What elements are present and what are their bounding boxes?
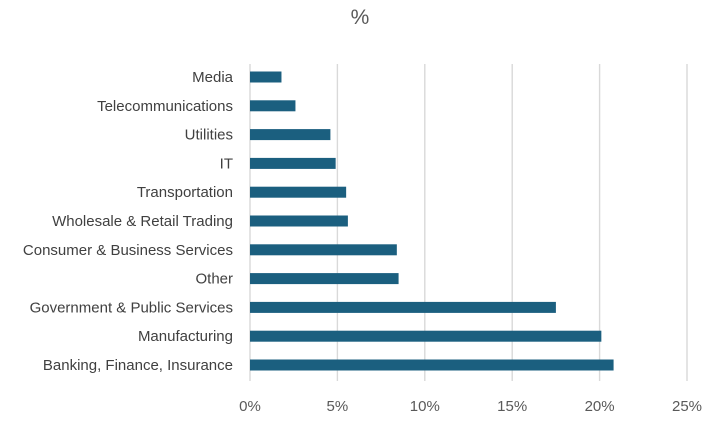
- category-label: Transportation: [137, 184, 233, 201]
- category-label: Other: [195, 271, 233, 288]
- bar: [250, 129, 331, 141]
- x-tick-label: 10%: [410, 398, 440, 415]
- category-label: Government & Public Services: [30, 299, 233, 316]
- category-label: Manufacturing: [138, 328, 233, 345]
- category-label: IT: [220, 155, 233, 172]
- category-label: Media: [192, 69, 234, 86]
- bar: [250, 215, 348, 227]
- x-axis-tick-labels: 0% 5% 10% 15% 20% 25%: [239, 398, 702, 415]
- x-tick-label: 5%: [327, 398, 349, 415]
- bar: [250, 273, 399, 285]
- bar: [250, 301, 556, 313]
- category-label: Utilities: [185, 127, 233, 144]
- bar: [250, 100, 296, 112]
- chart-title: %: [350, 6, 370, 29]
- category-labels: Media Telecommunications Utilities IT Transp…: [23, 69, 234, 374]
- category-label: Wholesale & Retail Trading: [52, 213, 233, 230]
- bar: [250, 359, 614, 371]
- x-tick-label: 15%: [497, 398, 527, 415]
- x-tick-label: 0%: [239, 398, 261, 415]
- bar: [250, 157, 336, 169]
- category-label: Consumer & Business Services: [23, 242, 233, 259]
- bars: [250, 71, 614, 371]
- bar: [250, 71, 282, 83]
- bar: [250, 330, 602, 342]
- x-tick-label: 20%: [585, 398, 615, 415]
- category-label: Banking, Finance, Insurance: [43, 357, 233, 374]
- bar: [250, 186, 347, 198]
- bar: [250, 244, 397, 256]
- category-label: Telecommunications: [97, 98, 233, 115]
- x-tick-label: 25%: [672, 398, 702, 415]
